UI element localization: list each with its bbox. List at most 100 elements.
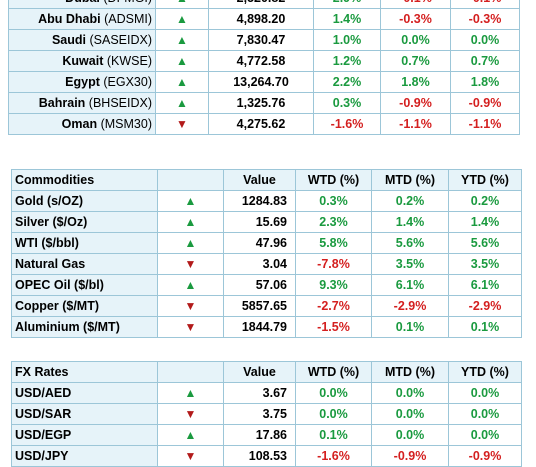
value-cell: 5857.65: [223, 295, 296, 317]
arrow-up-icon: ▲: [176, 12, 188, 26]
trend-cell: ▲: [157, 382, 224, 404]
trend-cell: ▼: [157, 316, 224, 338]
ytd-cell: 1.4%: [448, 211, 522, 233]
wtd-cell: 0.3%: [313, 92, 381, 114]
market-name-cell: Kuwait (KWSE): [8, 50, 156, 72]
commodity-row: WTI ($/bbl) ▲ 47.96 5.8% 5.6% 5.6%: [11, 232, 522, 254]
market-row: Kuwait (KWSE) ▲ 4,772.58 1.2% 0.7% 0.7%: [8, 50, 520, 72]
arrow-up-icon: ▲: [176, 0, 188, 5]
commodity-name: Silver ($/Oz): [11, 211, 158, 233]
value-cell: 4,898.20: [208, 8, 314, 30]
market-row: Dubai (DFMGI)▲2,520.822.9%-0.1%-0.1%: [8, 0, 520, 9]
wtd-cell: -1.5%: [295, 316, 372, 338]
trend-cell: ▼: [157, 295, 224, 317]
fx-rates-body: USD/AED ▲ 3.67 0.0% 0.0% 0.0% USD/SAR ▼ 3.75 0.0%…: [11, 382, 522, 467]
commodity-row: OPEC Oil ($/bl) ▲ 57.06 9.3% 6.1% 6.1%: [11, 274, 522, 296]
arrow-down-icon: ▼: [184, 299, 197, 313]
arrow-down-icon: ▼: [176, 117, 188, 131]
commodity-name: Gold (s/OZ): [11, 190, 158, 212]
commodity-row: Gold (s/OZ) ▲ 1284.83 0.3% 0.2% 0.2%: [11, 190, 522, 212]
trend-cell: ▼: [157, 403, 224, 425]
market-name-cell: Oman (MSM30): [8, 113, 156, 135]
ytd-cell: 0.0%: [448, 424, 522, 446]
market-row: Oman (MSM30) ▼ 4,275.62 -1.6% -1.1% -1.1%: [8, 113, 520, 135]
ytd-cell: 0.0%: [450, 29, 520, 51]
commodities-title: Commodities: [11, 169, 158, 191]
commodities-body: Gold (s/OZ) ▲ 1284.83 0.3% 0.2% 0.2% Silver ($…: [11, 190, 522, 338]
ytd-cell: 0.0%: [448, 403, 522, 425]
wtd-cell: 0.0%: [295, 382, 372, 404]
fx-arrow-header: [157, 361, 224, 383]
mtd-cell: 1.4%: [371, 211, 449, 233]
commodities-header-row: Commodities Value WTD (%) MTD (%) YTD (%…: [11, 169, 522, 191]
trend-cell: ▲: [157, 211, 224, 233]
value-cell: 1284.83: [223, 190, 296, 212]
ytd-cell: -1.1%: [450, 113, 520, 135]
value-cell: 3.04: [223, 253, 296, 275]
mtd-cell: -0.1%: [380, 0, 451, 9]
mtd-cell: -2.9%: [371, 295, 449, 317]
value-cell: 2,520.82: [208, 0, 314, 9]
mtd-header: MTD (%): [371, 169, 449, 191]
fx-pair-name: USD/JPY: [11, 445, 158, 467]
trend-cell: ▲: [155, 71, 209, 93]
market-name-cell: Dubai (DFMGI): [8, 0, 156, 9]
market-name: Saudi: [51, 33, 86, 47]
mtd-cell: -0.9%: [380, 92, 451, 114]
arrow-up-icon: ▲: [184, 428, 197, 442]
value-cell: 108.53: [223, 445, 296, 467]
trend-cell: ▲: [155, 50, 209, 72]
market-name: Kuwait: [62, 54, 104, 68]
ytd-header: YTD (%): [448, 361, 522, 383]
commodity-name: Natural Gas: [11, 253, 158, 275]
trend-cell: ▲: [157, 424, 224, 446]
mtd-cell: 0.2%: [371, 190, 449, 212]
market-name-cell: Bahrain (BHSEIDX): [8, 92, 156, 114]
market-code: (SASEIDX): [89, 33, 152, 47]
fx-header-row: FX Rates Value WTD (%) MTD (%) YTD (%): [11, 361, 522, 383]
ytd-cell: 5.6%: [448, 232, 522, 254]
market-row: Abu Dhabi (ADSMI) ▲ 4,898.20 1.4% -0.3% -0.3%: [8, 8, 520, 30]
trend-cell: ▲: [155, 8, 209, 30]
arrow-up-icon: ▲: [176, 96, 188, 110]
fx-row: USD/EGP ▲ 17.86 0.1% 0.0% 0.0%: [11, 424, 522, 446]
wtd-cell: 2.3%: [295, 211, 372, 233]
market-code: (EGX30): [103, 75, 152, 89]
value-cell: 4,772.58: [208, 50, 314, 72]
ytd-cell: 0.7%: [450, 50, 520, 72]
trend-cell: ▲: [155, 0, 209, 9]
commodity-name: Aluminium ($/MT): [11, 316, 158, 338]
market-code: (KWSE): [106, 54, 152, 68]
wtd-cell: -7.8%: [295, 253, 372, 275]
fx-row: USD/AED ▲ 3.67 0.0% 0.0% 0.0%: [11, 382, 522, 404]
arrow-up-icon: ▲: [184, 278, 197, 292]
trend-cell: ▲: [155, 92, 209, 114]
market-row: Bahrain (BHSEIDX) ▲ 1,325.76 0.3% -0.9% -0.9%: [8, 92, 520, 114]
commodity-row: Silver ($/Oz) ▲ 15.69 2.3% 1.4% 1.4%: [11, 211, 522, 233]
market-name-cell: Saudi (SASEIDX): [8, 29, 156, 51]
ytd-cell: 0.2%: [448, 190, 522, 212]
fx-row: USD/SAR ▼ 3.75 0.0% 0.0% 0.0%: [11, 403, 522, 425]
trend-cell: ▲: [155, 29, 209, 51]
value-header: Value: [223, 361, 296, 383]
commodity-row: Copper ($/MT) ▼ 5857.65 -2.7% -2.9% -2.9%: [11, 295, 522, 317]
value-cell: 47.96: [223, 232, 296, 254]
commodity-row: Natural Gas ▼ 3.04 -7.8% 3.5% 3.5%: [11, 253, 522, 275]
ytd-cell: -0.9%: [450, 92, 520, 114]
value-cell: 1,325.76: [208, 92, 314, 114]
arrow-up-icon: ▲: [176, 54, 188, 68]
mtd-cell: 0.7%: [380, 50, 451, 72]
market-code: (ADSMI): [104, 12, 152, 26]
fx-pair-name: USD/AED: [11, 382, 158, 404]
ytd-cell: 0.0%: [448, 382, 522, 404]
mtd-cell: -0.3%: [380, 8, 451, 30]
wtd-cell: 1.2%: [313, 50, 381, 72]
arrow-up-icon: ▲: [184, 386, 197, 400]
mtd-cell: 0.1%: [371, 316, 449, 338]
arrow-down-icon: ▼: [184, 320, 197, 334]
commodity-name: OPEC Oil ($/bl): [11, 274, 158, 296]
mtd-cell: 0.0%: [371, 382, 449, 404]
value-cell: 7,830.47: [208, 29, 314, 51]
fx-rates-table: FX Rates Value WTD (%) MTD (%) YTD (%) U…: [11, 361, 522, 467]
wtd-cell: 2.9%: [313, 0, 381, 9]
